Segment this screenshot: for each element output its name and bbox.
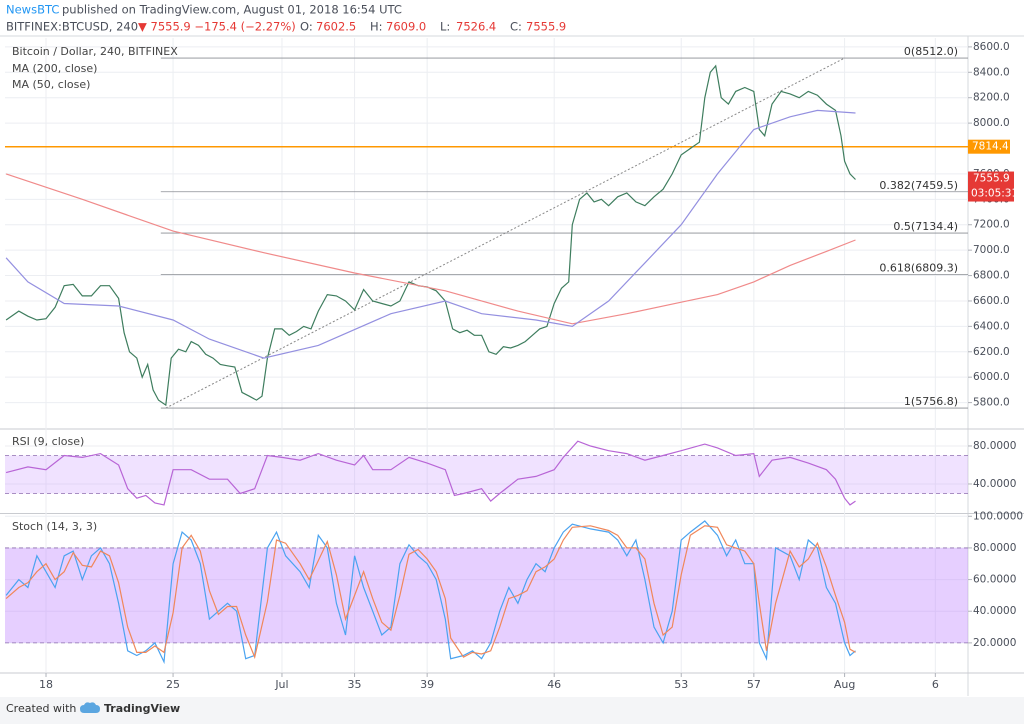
y-tick-label: 8200.0 xyxy=(973,92,1010,104)
hline-tag xyxy=(968,139,1010,154)
x-tick-label: Jul xyxy=(274,678,288,691)
x-tick-label: Aug xyxy=(834,678,855,691)
series-line xyxy=(5,64,856,407)
x-tick-label: 46 xyxy=(547,678,561,691)
x-tick-label: 6 xyxy=(932,678,939,691)
published: published on TradingView.com, August 01,… xyxy=(62,3,402,17)
grid-layer xyxy=(5,38,968,672)
y-tick-label: 8600.0 xyxy=(973,41,1010,53)
hline-tag-label: 7814.4 xyxy=(972,141,1009,153)
logo xyxy=(80,702,100,713)
x-tick-label: 35 xyxy=(348,678,362,691)
ohlc-value: 7526.4 xyxy=(456,20,496,34)
y-tick-label: 5800.0 xyxy=(973,397,1010,409)
ohlc-key: O: xyxy=(300,20,313,34)
y-tick-label: 6200.0 xyxy=(973,346,1010,358)
price-tag-label: 7555.9 xyxy=(973,173,1010,185)
x-tick-label: 53 xyxy=(674,678,688,691)
x-tick-label: 39 xyxy=(420,678,434,691)
pane-title: Bitcoin / Dollar, 240, BITFINEX xyxy=(12,45,178,58)
change: ▼ 7555.9 −175.4 (−2.27%) xyxy=(138,20,296,34)
footer-bar xyxy=(0,697,1024,724)
pane-title: RSI (9, close) xyxy=(12,435,84,448)
ohlc-value: 7555.9 xyxy=(526,20,566,34)
y-tick-label: 6800.0 xyxy=(973,270,1010,282)
fib-label: 0.618(6809.3) xyxy=(879,261,958,274)
series-line xyxy=(5,440,856,506)
y-tick-label: 20.0000 xyxy=(973,637,1016,649)
x-tick-label: 18 xyxy=(39,678,53,691)
author[interactable]: NewsBTC xyxy=(6,3,59,17)
series-line xyxy=(5,520,856,665)
fib-label: 0.5(7134.4) xyxy=(893,220,958,233)
x-tick-label: 57 xyxy=(747,678,761,691)
y-tick-label: 8400.0 xyxy=(973,66,1010,78)
legend-entry: MA (50, close) xyxy=(12,78,90,91)
ohlc-value: 7602.5 xyxy=(316,20,356,34)
x-tick-label: 25 xyxy=(166,678,180,691)
legend-entry: MA (200, close) xyxy=(12,62,97,75)
y-tick-label: 80.0000 xyxy=(973,542,1016,554)
series-line xyxy=(5,173,856,325)
fib-label: 1(5756.8) xyxy=(904,395,958,408)
ohlc-value: 7609.0 xyxy=(386,20,426,34)
countdown: 03:05:31 xyxy=(971,188,1018,200)
series-line xyxy=(5,109,856,359)
footer-text: Created with xyxy=(6,702,76,715)
y-tick-label: 8000.0 xyxy=(973,117,1010,129)
y-tick-label: 6000.0 xyxy=(973,371,1010,383)
symbol: BITFINEX:BTCUSD, 240 xyxy=(6,20,138,34)
y-tick-label: 6400.0 xyxy=(973,320,1010,332)
ohlc-key: H: xyxy=(370,20,383,34)
footer-brand[interactable]: TradingView xyxy=(104,702,180,715)
fib-label: 0.382(7459.5) xyxy=(879,179,958,192)
series-line xyxy=(5,525,856,660)
y-tick-label: 60.0000 xyxy=(973,574,1016,586)
fib-label: 0(8512.0) xyxy=(904,45,958,58)
y-tick-label: 80.0000 xyxy=(973,440,1016,452)
ohlc-key: C: xyxy=(510,20,522,34)
pane-title: Stoch (14, 3, 3) xyxy=(12,520,97,533)
y-tick-label: 7000.0 xyxy=(973,244,1010,256)
band xyxy=(5,455,968,494)
band xyxy=(5,547,968,643)
y-tick-label: 100.0000 xyxy=(973,510,1023,522)
y-tick-label: 40.0000 xyxy=(973,605,1016,617)
y-tick-label: 40.0000 xyxy=(973,478,1016,490)
price-tag xyxy=(968,171,1014,202)
ohlc-key: L: xyxy=(440,20,450,34)
y-tick-label: 6600.0 xyxy=(973,295,1010,307)
y-tick-label: 7200.0 xyxy=(973,219,1010,231)
ohlc: O: 7602.5 H: 7609.0 L: 7526.4 C: 7555.9 xyxy=(300,20,566,34)
